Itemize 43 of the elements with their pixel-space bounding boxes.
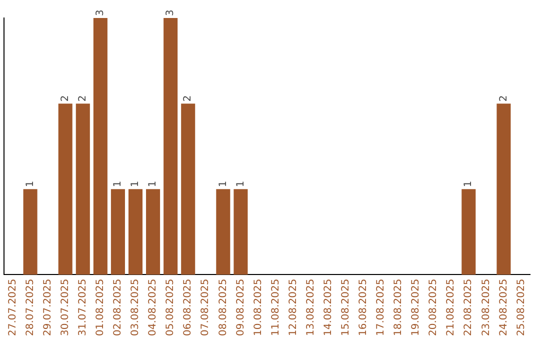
x-tick-label: 04.08.2025 [148,278,159,336]
data-label: 1 [148,180,159,188]
x-tick-label: 06.08.2025 [182,278,194,336]
x-tick-label: 01.08.2025 [95,278,106,336]
data-label: 2 [77,95,88,102]
data-label: 1 [24,180,36,188]
x-tick-label: 09.08.2025 [235,278,246,336]
x-tick-label: 11.08.2025 [270,278,282,336]
x-tick-label: 05.08.2025 [165,278,176,336]
x-tick-label: 13.08.2025 [305,278,316,336]
x-tick-label: 29.07.2025 [42,278,54,336]
x-tick-label: 31.07.2025 [77,278,88,336]
x-tick-label: 02.08.2025 [112,278,124,336]
x-tick-label: 16.08.2025 [358,278,370,336]
x-tick-label: 18.08.2025 [393,278,404,336]
x-tick-label: 03.08.2025 [130,278,142,336]
data-label: 1 [235,180,246,188]
data-label: 1 [463,180,474,188]
x-tick-label: 24.08.2025 [498,278,510,336]
x-tick-label: 19.08.2025 [410,278,422,336]
x-tick-label: 08.08.2025 [218,278,229,336]
x-tick-label: 07.08.2025 [200,278,212,336]
x-tick-label: 30.07.2025 [60,278,71,336]
x-tick-label: 20.08.2025 [428,278,440,336]
x-tick-label: 15.08.2025 [340,278,352,336]
x-tick-label: 21.08.2025 [446,278,457,336]
data-label: 2 [498,95,510,102]
x-tick-label: 28.07.2025 [24,278,36,336]
x-tick-label: 17.08.2025 [376,278,387,336]
data-label: 3 [165,10,176,16]
x-tick-label: 23.08.2025 [480,278,492,336]
x-tick-label: 14.08.2025 [322,278,334,336]
data-label: 1 [112,180,124,188]
data-label: 2 [182,95,194,102]
x-tick-label: 27.07.2025 [7,278,18,336]
x-tick-label: 12.08.2025 [288,278,299,336]
data-label: 1 [130,180,142,188]
data-label: 2 [60,95,71,102]
data-label: 3 [95,10,106,16]
x-tick-label: 10.08.2025 [252,278,264,336]
data-label: 1 [218,180,229,188]
x-tick-label: 22.08.2025 [463,278,474,336]
x-tick-label: 25.08.2025 [516,278,527,336]
